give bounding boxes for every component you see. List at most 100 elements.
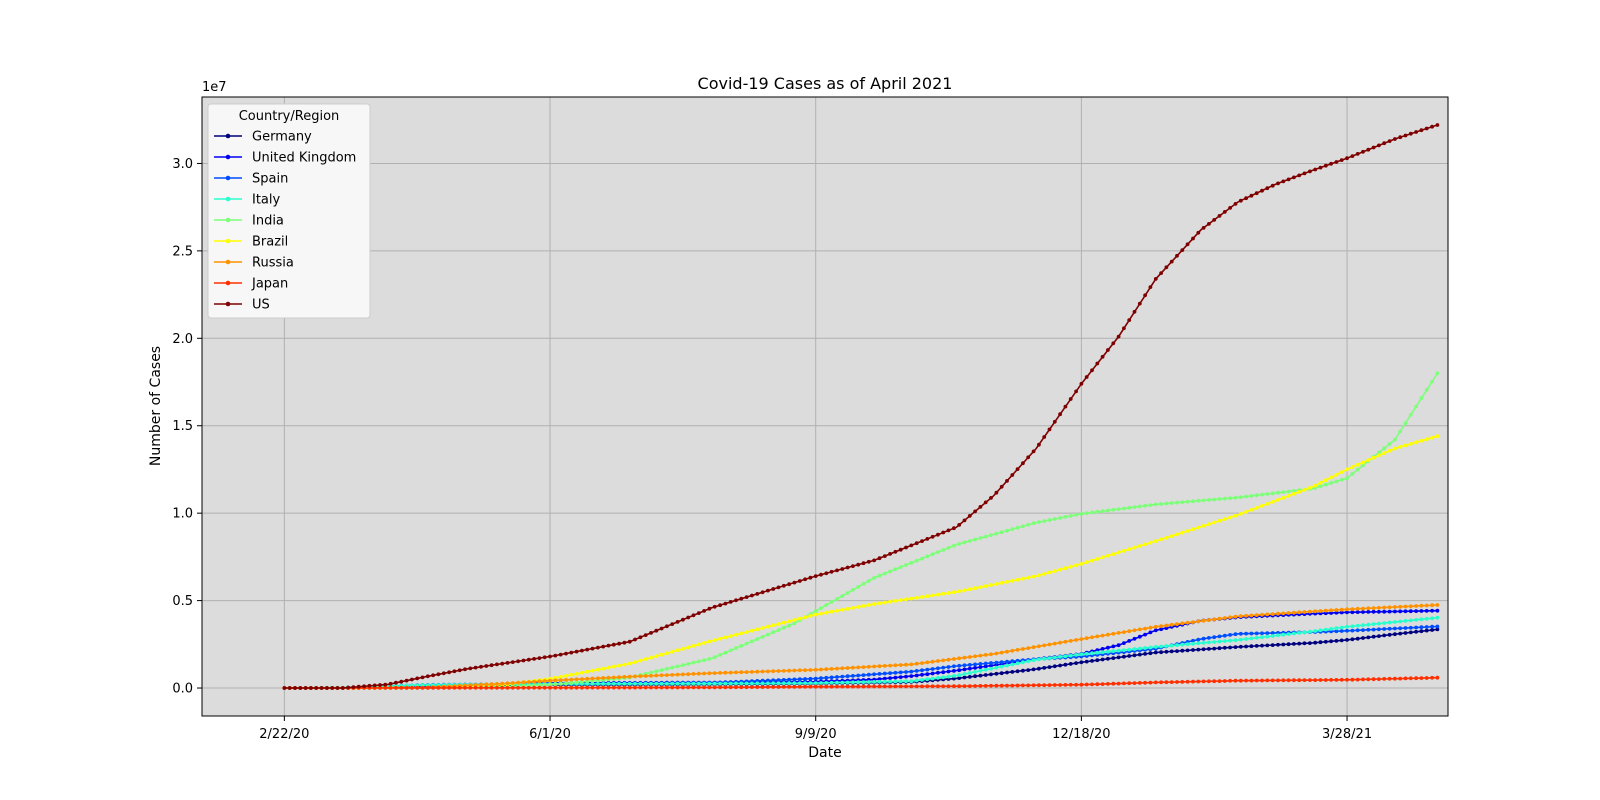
data-point xyxy=(1010,659,1015,664)
data-point xyxy=(643,685,648,690)
data-point xyxy=(1265,186,1270,191)
data-point xyxy=(851,588,855,592)
data-point xyxy=(755,592,760,596)
data-point xyxy=(851,674,855,678)
data-point xyxy=(962,540,967,545)
data-point xyxy=(1408,609,1413,614)
data-point xyxy=(622,662,627,667)
data-point xyxy=(1387,676,1392,681)
legend-label: Brazil xyxy=(252,235,288,250)
data-point xyxy=(1222,517,1227,521)
data-point xyxy=(936,666,940,671)
data-point xyxy=(473,683,478,687)
data-point xyxy=(787,685,791,689)
data-point xyxy=(1260,643,1264,648)
legend-marker xyxy=(225,196,231,202)
data-point xyxy=(622,685,627,690)
data-point xyxy=(675,672,680,677)
data-point xyxy=(861,582,866,586)
data-point xyxy=(914,678,919,683)
data-point xyxy=(893,599,898,603)
data-point xyxy=(681,672,685,677)
data-point xyxy=(1350,610,1355,615)
data-point xyxy=(1424,609,1429,613)
data-point xyxy=(1334,678,1339,682)
data-point xyxy=(723,670,728,675)
data-point xyxy=(1382,446,1387,451)
data-point xyxy=(1005,580,1009,584)
data-point xyxy=(1143,632,1147,637)
data-point xyxy=(840,594,845,598)
data-point xyxy=(1116,507,1121,511)
data-point xyxy=(1222,633,1227,638)
data-point xyxy=(1148,503,1153,507)
data-point xyxy=(1318,609,1323,613)
data-point xyxy=(978,662,983,666)
data-point xyxy=(946,591,951,595)
data-point xyxy=(1079,562,1084,566)
data-point xyxy=(739,670,744,675)
data-point xyxy=(1079,637,1084,641)
data-point xyxy=(893,670,898,675)
legend-label: United Kingdom xyxy=(252,151,356,166)
data-point xyxy=(999,671,1004,676)
data-point xyxy=(553,682,558,687)
data-point xyxy=(766,588,770,593)
data-point xyxy=(1408,630,1413,635)
data-point xyxy=(898,663,903,667)
data-point xyxy=(1377,609,1381,614)
data-point xyxy=(1095,682,1100,687)
legend-label: Spain xyxy=(252,172,288,187)
data-point xyxy=(712,681,717,686)
data-point xyxy=(1313,167,1318,172)
data-point xyxy=(585,679,590,684)
data-point xyxy=(994,660,999,665)
data-point xyxy=(1270,678,1275,683)
data-point xyxy=(1244,644,1248,649)
data-point xyxy=(638,685,643,690)
data-point xyxy=(819,676,823,681)
data-point xyxy=(1212,679,1217,684)
data-point xyxy=(1068,514,1073,518)
data-point xyxy=(1297,490,1302,494)
data-point xyxy=(829,667,834,671)
data-point xyxy=(1180,621,1185,626)
data-point xyxy=(1095,650,1100,655)
data-point xyxy=(367,683,372,688)
data-point xyxy=(1207,636,1211,640)
data-point xyxy=(1244,631,1248,636)
data-point xyxy=(1361,460,1365,465)
data-point xyxy=(1106,649,1110,654)
data-point xyxy=(356,684,361,689)
data-point xyxy=(617,641,621,646)
data-point xyxy=(1005,683,1009,688)
data-point xyxy=(1042,666,1047,670)
data-point xyxy=(909,543,914,548)
data-point xyxy=(1185,499,1190,504)
data-point xyxy=(558,685,563,690)
data-point xyxy=(1308,678,1312,682)
data-point xyxy=(606,643,611,648)
data-point xyxy=(399,686,404,690)
data-point xyxy=(1127,547,1132,552)
data-point xyxy=(1286,494,1291,498)
data-point xyxy=(1185,242,1190,247)
data-point xyxy=(1308,609,1312,614)
data-point xyxy=(967,671,972,675)
data-point xyxy=(1164,623,1169,628)
data-point xyxy=(1201,524,1206,528)
data-point xyxy=(845,591,850,595)
data-point xyxy=(1345,638,1349,642)
data-point xyxy=(808,676,813,681)
data-point xyxy=(1419,625,1424,630)
data-point xyxy=(989,683,993,688)
data-point xyxy=(771,623,776,628)
data-point xyxy=(1339,638,1344,643)
legend-marker xyxy=(225,217,231,223)
legend-label: Germany xyxy=(252,130,312,145)
data-point xyxy=(1159,650,1163,655)
data-point xyxy=(1201,498,1206,503)
data-point xyxy=(1052,683,1057,687)
data-point xyxy=(1207,522,1211,527)
